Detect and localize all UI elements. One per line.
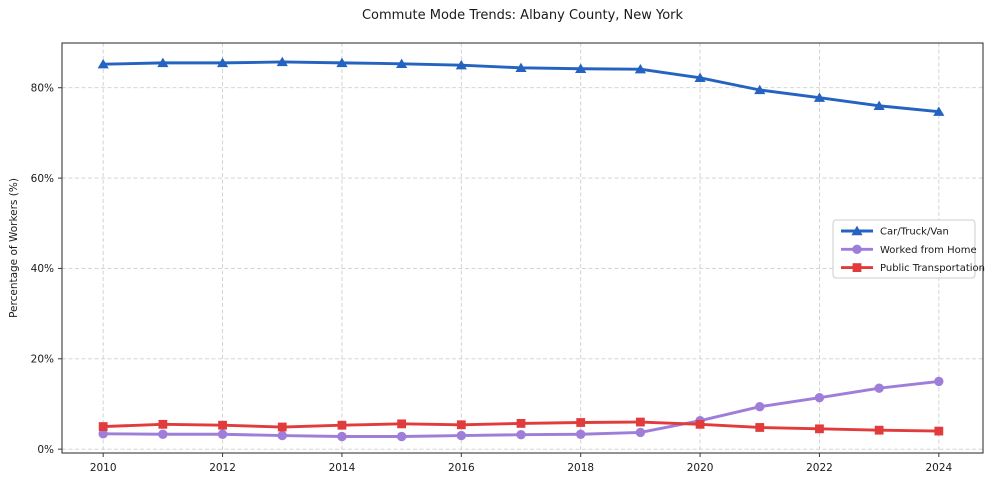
data-point-marker bbox=[456, 430, 467, 441]
data-point-marker bbox=[874, 383, 884, 393]
data-point-marker bbox=[874, 425, 884, 435]
data-point-marker bbox=[217, 429, 228, 439]
data-point-marker bbox=[396, 431, 407, 442]
data-point-marker bbox=[97, 59, 109, 69]
data-point-marker bbox=[934, 376, 944, 387]
data-point-marker bbox=[396, 58, 408, 68]
x-tick-label: 2010 bbox=[90, 462, 117, 474]
legend-label: Worked from Home bbox=[880, 245, 977, 256]
data-point-marker bbox=[852, 263, 862, 272]
legend bbox=[832, 219, 976, 279]
data-point-marker bbox=[158, 419, 168, 429]
data-point-marker bbox=[98, 422, 108, 431]
x-tick-label: 2018 bbox=[567, 462, 594, 474]
data-point-marker bbox=[694, 72, 706, 82]
data-point-marker bbox=[575, 63, 587, 73]
data-point-marker bbox=[851, 225, 863, 236]
data-point-marker bbox=[813, 92, 826, 102]
data-point-marker bbox=[814, 392, 825, 403]
legend-label: Car/Truck/Van bbox=[880, 227, 949, 238]
data-point-marker bbox=[754, 84, 766, 95]
data-point-marker bbox=[516, 419, 526, 428]
data-point-marker bbox=[852, 244, 862, 254]
y-tick-label: 60% bbox=[31, 173, 54, 185]
data-point-marker bbox=[634, 64, 646, 74]
data-point-marker bbox=[934, 426, 944, 436]
data-point-marker bbox=[337, 420, 347, 430]
data-point-marker bbox=[755, 401, 765, 412]
data-point-marker bbox=[276, 56, 288, 67]
data-point-marker bbox=[635, 417, 645, 427]
data-point-marker bbox=[336, 57, 348, 68]
data-point-marker bbox=[695, 419, 705, 429]
data-point-marker bbox=[157, 57, 169, 68]
data-point-marker bbox=[515, 62, 527, 73]
x-tick-label: 2022 bbox=[806, 462, 833, 474]
x-tick-label: 2016 bbox=[448, 462, 475, 474]
chart-title: Commute Mode Trends: Albany County, New … bbox=[361, 8, 684, 23]
x-tick-label: 2020 bbox=[687, 462, 714, 474]
data-point-marker bbox=[456, 420, 466, 430]
data-point-marker bbox=[98, 429, 108, 439]
data-point-marker bbox=[575, 429, 586, 439]
data-point-marker bbox=[635, 427, 646, 438]
data-point-marker bbox=[516, 430, 526, 440]
y-tick-label: 80% bbox=[31, 82, 54, 94]
x-tick-label: 2024 bbox=[925, 462, 952, 474]
data-point-marker bbox=[815, 424, 824, 434]
data-point-marker bbox=[873, 100, 885, 110]
data-point-marker bbox=[216, 57, 229, 68]
x-tick-label: 2012 bbox=[209, 462, 236, 474]
y-tick-label: 40% bbox=[31, 263, 54, 275]
data-point-marker bbox=[455, 59, 467, 70]
data-point-marker bbox=[397, 419, 407, 429]
data-point-marker bbox=[218, 420, 227, 430]
y-tick-label: 20% bbox=[31, 354, 54, 366]
data-point-marker bbox=[277, 422, 287, 432]
data-point-marker bbox=[755, 423, 765, 432]
data-point-marker bbox=[277, 430, 287, 441]
y-tick-label: 0% bbox=[37, 444, 54, 456]
data-point-marker bbox=[158, 429, 168, 439]
data-point-marker bbox=[337, 431, 347, 442]
x-tick-label: 2014 bbox=[329, 462, 356, 474]
legend-label: Public Transportation bbox=[880, 263, 985, 274]
data-point-marker bbox=[933, 106, 945, 116]
data-point-marker bbox=[576, 418, 586, 427]
plot-border bbox=[61, 42, 984, 454]
